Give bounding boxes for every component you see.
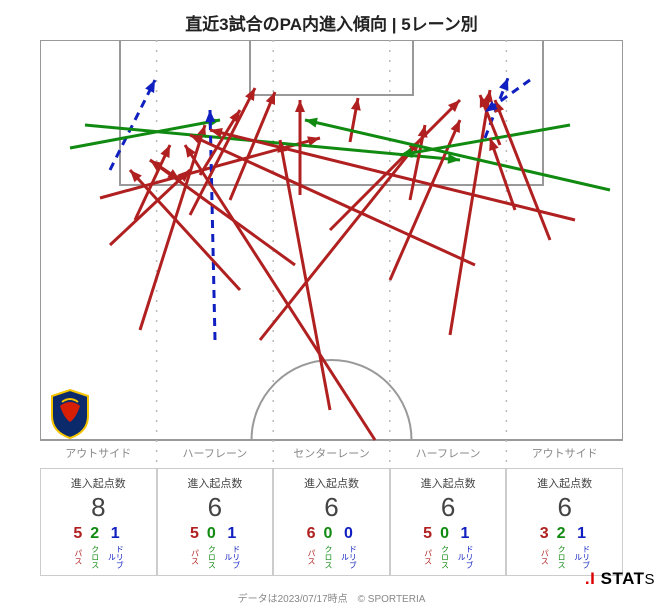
stat-sub-label: パス [540,543,548,571]
stat-sub: 5パス [190,526,199,571]
stat-sub-num: 1 [227,526,236,542]
stat-breakdown: 5パス 0クロス 1ドリブル [393,526,504,571]
stat-sub-label: パス [190,543,198,571]
stat-sub-num: 5 [73,526,82,542]
lane-label: ハーフレーン [390,445,507,461]
brand-dot: .I [585,569,595,588]
stat-title: 進入起点数 [276,475,387,491]
stat-sub-label: ドリブル [107,543,123,571]
stat-sub: 1ドリブル [107,526,123,571]
brand-suffix: S [644,571,655,588]
stat-sub-num: 0 [440,526,449,542]
stat-sub: 5パス [73,526,82,571]
stat-sub-label: ドリブル [224,543,240,571]
stat-sub: 5パス [423,526,432,571]
stat-breakdown: 6パス0クロス0ドリブル [276,526,387,571]
stat-sub-num: 2 [90,526,99,542]
lane-label: アウトサイド [40,445,157,461]
brand-logo: .I STATS [585,569,655,589]
stat-sub-label: クロス [207,543,215,571]
lane-labels-row: アウトサイドハーフレーンセンターレーンハーフレーンアウトサイド [40,445,623,461]
stat-total: 6 [276,493,387,522]
stat-sub-num: 0 [344,526,353,542]
stat-sub: 2クロス [90,526,99,571]
pitch-svg [40,40,623,480]
stats-row: 進入起点数85パス2クロス1ドリブル進入起点数65パス0クロス1ドリブル進入起点… [40,468,623,576]
stat-sub-label: ドリブル [457,543,473,571]
stat-title: 進入起点数 [509,475,620,491]
stat-title: 進入起点数 [393,475,504,491]
stat-sub: 1ドリブル [574,526,590,571]
stat-sub-num: 0 [207,526,216,542]
stat-total: 6 [509,493,620,522]
stat-sub-label: パス [74,543,82,571]
stat-sub-label: クロス [557,543,565,571]
lane-label: ハーフレーン [157,445,274,461]
stat-title: 進入起点数 [43,475,154,491]
stat-sub: 6パス [307,526,316,571]
stat-sub: 0ドリブル [340,526,356,571]
stat-total: 8 [43,493,154,522]
team-logo [48,388,92,440]
stat-sub-num: 1 [111,526,120,542]
stat-sub-label: クロス [324,543,332,571]
stat-box: 進入起点数 8 5パス 2クロス 1ドリブル [40,468,157,576]
stat-total: 6 [393,493,504,522]
stat-sub: 0クロス [440,526,449,571]
stat-sub-label: ドリブル [574,543,590,571]
stat-total: 6 [160,493,271,522]
stat-breakdown: 3パス 2クロス 1ドリブル [509,526,620,571]
stat-box: 進入起点数66パス0クロス0ドリブル [273,468,390,576]
stat-sub: 1ドリブル [224,526,240,571]
stat-sub-num: 5 [190,526,199,542]
stat-sub-label: クロス [91,543,99,571]
stat-sub: 3パス [540,526,549,571]
stat-sub-num: 5 [423,526,432,542]
stat-sub: 0クロス [323,526,332,571]
stat-sub: 1ドリブル [457,526,473,571]
stat-sub-num: 2 [557,526,566,542]
stat-sub-num: 0 [323,526,332,542]
stat-breakdown: 5パス 0クロス 1ドリブル [160,526,271,571]
stat-breakdown: 5パス 2クロス 1ドリブル [43,526,154,571]
stat-title: 進入起点数 [160,475,271,491]
stat-sub-label: クロス [441,543,449,571]
stat-box: 進入起点数 6 5パス 0クロス 1ドリブル [157,468,274,576]
stat-sub-num: 6 [307,526,316,542]
stat-sub-label: ドリブル [340,543,356,571]
stat-sub-label: パス [424,543,432,571]
stat-sub: 2クロス [557,526,566,571]
stat-sub: 0クロス [207,526,216,571]
brand-text: STAT [601,569,645,588]
stat-sub-num: 1 [577,526,586,542]
footer-text: データは2023/07/17時点 © SPORTERIA [0,590,663,605]
chart-title: 直近3試合のPA内進入傾向 | 5レーン別 [0,0,663,35]
stat-sub-num: 3 [540,526,549,542]
stat-box: 進入起点数 6 3パス 2クロス 1ドリブル [506,468,623,576]
chart-container: 直近3試合のPA内進入傾向 | 5レーン別 アウトサイドハーフレーンセンターレー… [0,0,663,611]
stat-box: 進入起点数 6 5パス 0クロス 1ドリブル [390,468,507,576]
stat-sub-num: 1 [461,526,470,542]
stat-sub-label: パス [307,543,315,571]
lane-label: アウトサイド [506,445,623,461]
lane-label: センターレーン [273,445,390,461]
